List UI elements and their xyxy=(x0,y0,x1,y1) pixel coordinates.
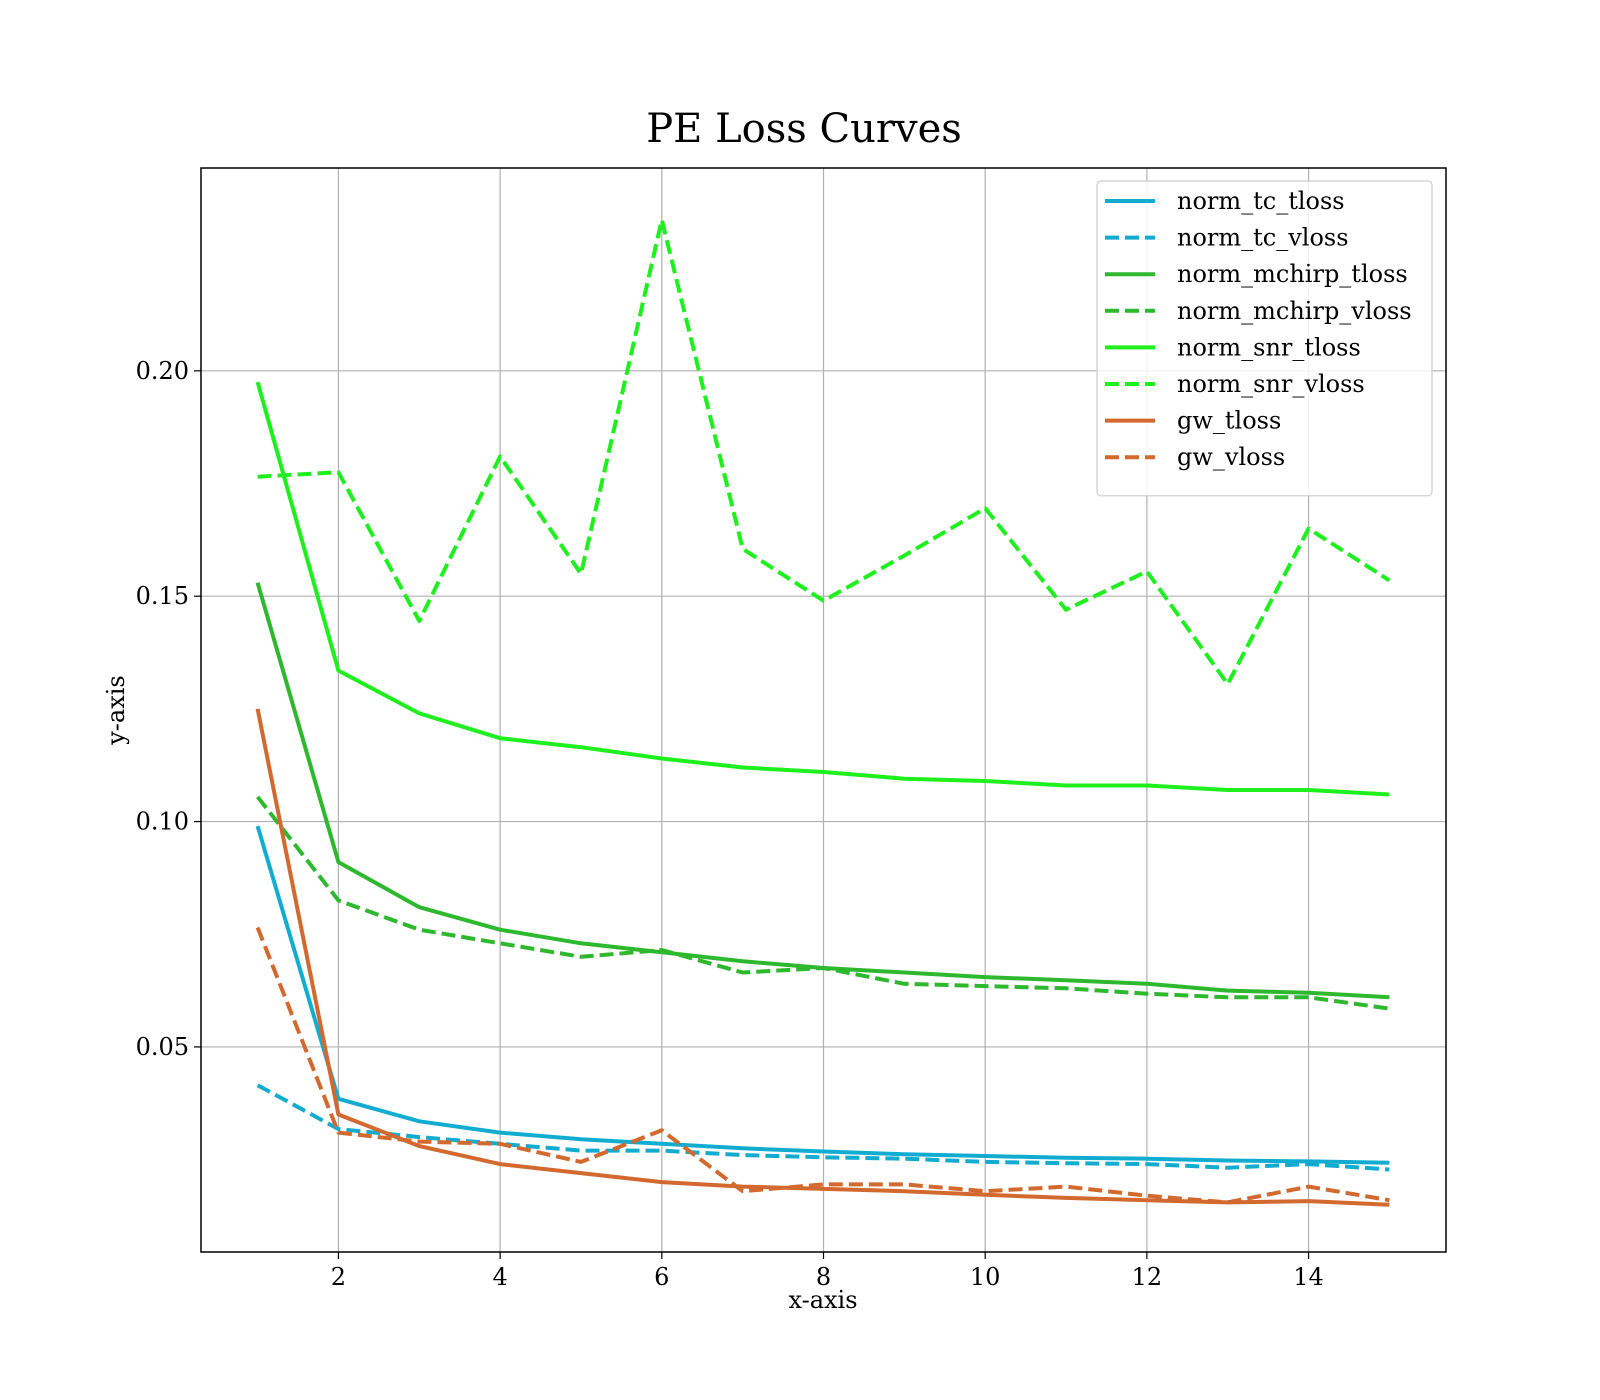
legend: norm_tc_tloss norm_tc_vloss norm_mchirp_tl… xyxy=(1096,180,1433,497)
legend-label: norm_tc_tloss xyxy=(1177,187,1345,215)
legend-label: gw_tloss xyxy=(1177,407,1281,435)
legend-box xyxy=(1096,180,1433,497)
x-tick-label: 12 xyxy=(1132,1263,1163,1291)
series-lines xyxy=(255,217,1391,1207)
legend-label: gw_vloss xyxy=(1177,443,1285,471)
x-tick-label: 10 xyxy=(970,1263,1001,1291)
x-tick-label: 6 xyxy=(654,1263,669,1291)
y-tick-label: 0.10 xyxy=(136,808,189,836)
series-line-norm-snr-vloss xyxy=(257,217,1391,687)
series-line-norm-tc-vloss xyxy=(256,1083,1390,1172)
legend-label: norm_mchirp_vloss xyxy=(1177,297,1412,325)
series-line-norm-tc-tloss xyxy=(255,825,1390,1165)
y-axis-label: y-axis xyxy=(102,675,130,746)
series-line-norm-snr-tloss xyxy=(255,381,1390,797)
y-tick-label: 0.05 xyxy=(136,1033,189,1061)
x-tick-label: 2 xyxy=(331,1263,346,1291)
legend-label: norm_tc_vloss xyxy=(1177,224,1349,252)
x-axis-label: x-axis xyxy=(788,1286,857,1314)
series-line-norm-mchirp-vloss xyxy=(256,795,1390,1011)
ticks: 2 4 6 8 10 12 14 0.05 0.10 0.15 0.20 xyxy=(136,357,1324,1291)
legend-label: norm_snr_tloss xyxy=(1177,333,1361,361)
y-tick-label: 0.20 xyxy=(136,357,189,385)
x-tick-label: 4 xyxy=(492,1263,507,1291)
legend-label: norm_snr_vloss xyxy=(1177,370,1365,398)
y-tick-label: 0.15 xyxy=(136,582,189,610)
series-line-gw-vloss xyxy=(255,926,1390,1205)
x-tick-label: 14 xyxy=(1293,1263,1324,1291)
x-tick-label: 8 xyxy=(816,1263,831,1291)
legend-label: norm_mchirp_tloss xyxy=(1177,260,1408,288)
chart-title: PE Loss Curves xyxy=(646,106,962,152)
